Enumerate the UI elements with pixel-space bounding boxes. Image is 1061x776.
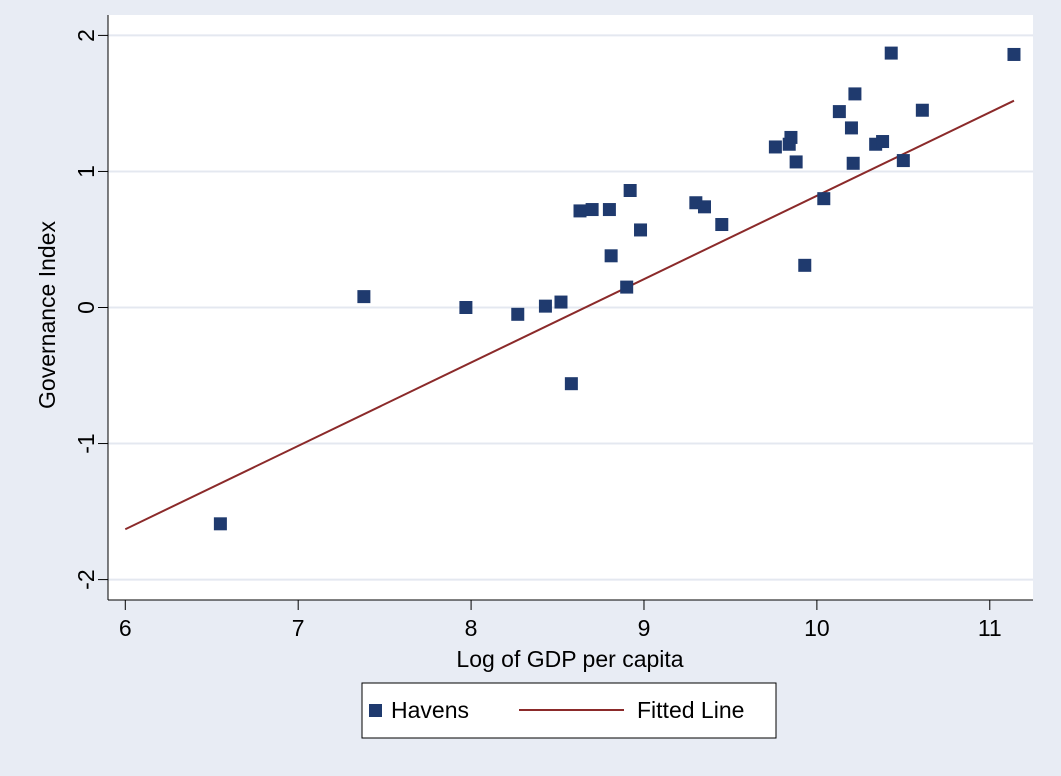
data-point-haven [848,87,862,101]
legend: Havens Fitted Line [361,682,777,739]
data-point-haven [585,203,599,217]
data-point-haven [697,200,711,214]
y-tick-label: -1 [73,433,99,453]
fitted-line-layer [124,99,1015,531]
points-layer [213,46,1021,531]
y-tick-label: 2 [73,29,99,42]
data-point-haven [789,155,803,169]
legend-label-havens: Havens [391,697,469,723]
data-point-haven [602,203,616,217]
data-point-haven [634,223,648,237]
data-point-haven [768,140,782,154]
y-tick-label: -2 [73,569,99,589]
data-point-haven [554,295,568,309]
data-point-haven [817,192,831,206]
data-point-haven [832,105,846,119]
x-tick-label: 11 [978,615,1002,641]
data-point-haven [511,307,525,321]
data-point-haven [715,218,729,232]
data-point-haven [357,290,371,304]
y-tick-label: 1 [73,165,99,178]
data-point-haven [846,156,860,170]
y-axis-label: Governance Index [34,221,60,409]
data-point-haven [459,301,473,314]
x-tick-label: 8 [465,615,478,641]
data-point-haven [844,121,858,135]
data-point-haven [213,517,227,531]
fitted-line [124,99,1015,531]
data-point-haven [604,249,618,263]
data-point-haven [1007,47,1021,61]
data-point-haven [784,130,798,144]
data-point-haven [884,46,898,60]
x-tick-label: 7 [292,615,305,641]
x-tick-label: 6 [119,615,132,641]
data-point-haven [798,258,812,272]
data-point-haven [620,280,634,294]
data-point-haven [896,154,910,168]
axis-layer: -2 -1 0 1 2 6 7 8 9 10 11 [73,15,1033,641]
x-tick-label: 10 [804,615,830,641]
x-tick-label: 9 [638,615,651,641]
data-point-haven [876,135,890,149]
data-point-haven [538,299,552,313]
data-point-haven [573,204,587,218]
data-point-haven [564,377,578,391]
x-axis-label: Log of GDP per capita [456,646,683,672]
grid-layer [108,34,1033,581]
data-point-haven [623,184,637,197]
y-tick-label: 0 [73,301,99,314]
data-point-haven [915,103,929,117]
legend-label-fitted-line: Fitted Line [637,697,744,723]
legend-marker-havens [369,704,382,717]
